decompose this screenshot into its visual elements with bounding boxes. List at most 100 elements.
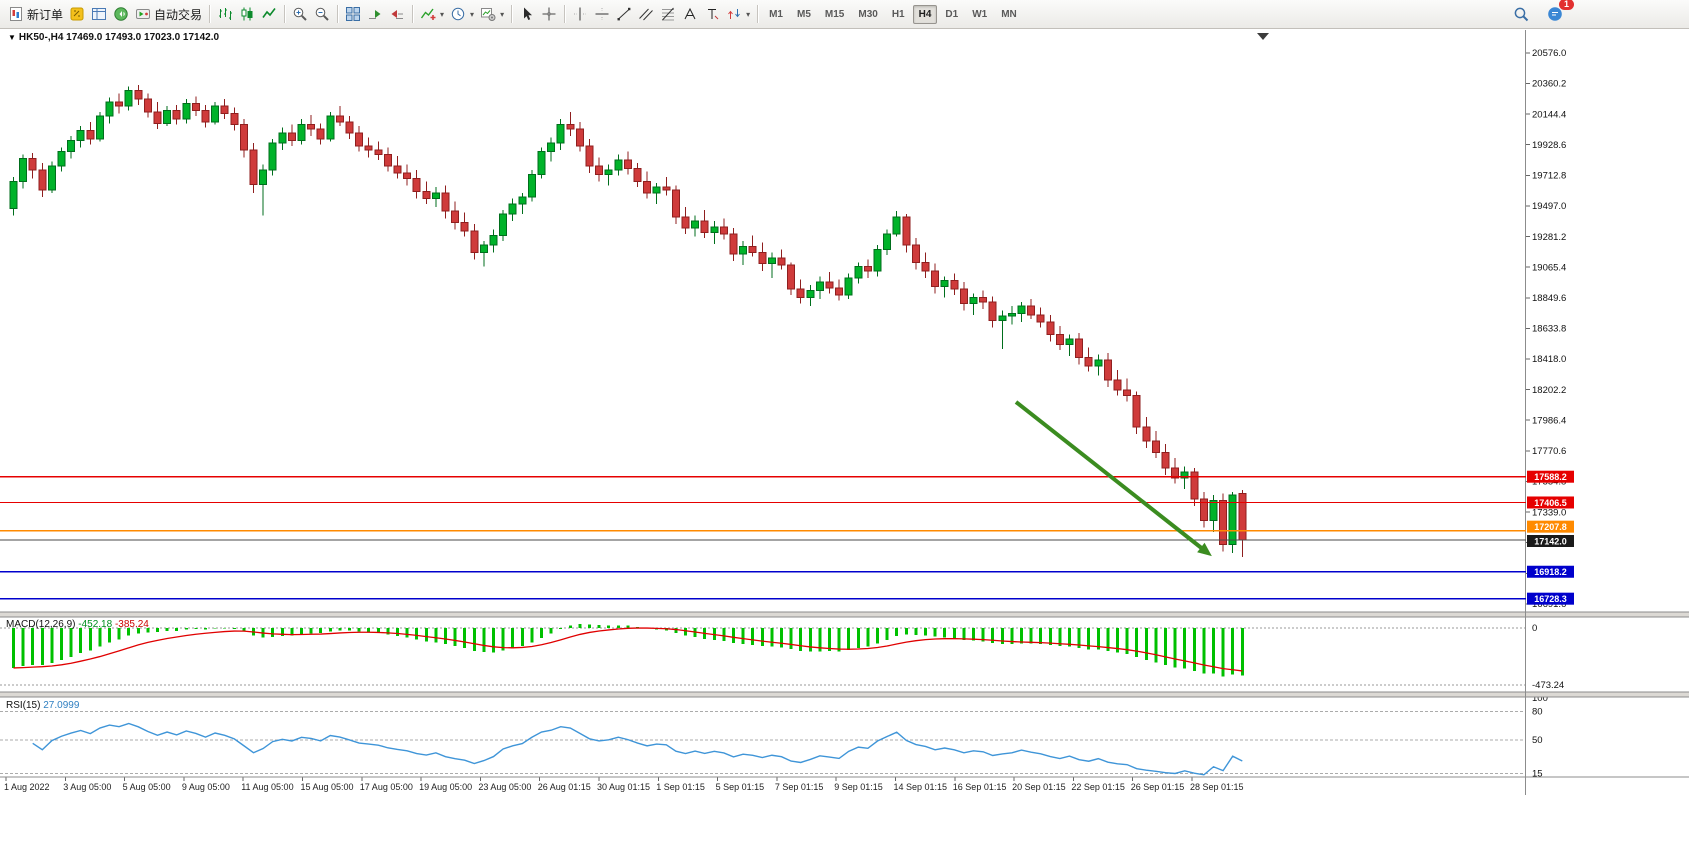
crosshair-icon: [542, 7, 556, 21]
candle: [1171, 467, 1180, 479]
candle: [902, 216, 911, 246]
candles: [9, 84, 1247, 557]
candle: [278, 132, 287, 144]
candle: [873, 249, 882, 272]
new-order-icon: [10, 7, 22, 21]
svg-text:18849.6: 18849.6: [1532, 293, 1566, 304]
channel-button[interactable]: [635, 4, 657, 24]
timeframe-h1-button[interactable]: H1: [891, 8, 905, 20]
data-window-button[interactable]: [88, 4, 110, 24]
macd-label: MACD(12,26,9) -452.18 -385.24: [6, 619, 149, 630]
metaeditor-icon: [70, 7, 84, 21]
templates-button[interactable]: ▾: [477, 4, 507, 24]
search-button[interactable]: [1510, 4, 1532, 24]
candle: [1027, 305, 1036, 316]
indicators-button[interactable]: ▾: [417, 4, 447, 24]
sounds-button[interactable]: [110, 4, 132, 24]
candle: [441, 192, 450, 212]
candle: [547, 142, 556, 153]
tile-windows-button[interactable]: [342, 4, 364, 24]
metaeditor-button[interactable]: [66, 4, 88, 24]
svg-text:9 Sep 01:15: 9 Sep 01:15: [834, 782, 883, 792]
candle: [182, 102, 191, 120]
timeframe-d1-button[interactable]: D1: [945, 8, 959, 20]
candle: [115, 101, 124, 107]
candle: [595, 165, 604, 175]
svg-text:19 Aug 05:00: 19 Aug 05:00: [419, 782, 472, 792]
svg-text:17 Aug 05:00: 17 Aug 05:00: [360, 782, 413, 792]
line-chart-button[interactable]: [258, 4, 280, 24]
candle: [1180, 471, 1189, 479]
candle: [259, 169, 268, 185]
pane-separator[interactable]: [0, 612, 1689, 617]
new-order-label: 新订单: [27, 7, 64, 22]
timeframe-m1-button[interactable]: M1: [769, 8, 783, 20]
candle: [1132, 395, 1141, 428]
indicators-icon: [420, 8, 436, 20]
candle: [854, 266, 863, 279]
autotrading-button[interactable]: 自动交易: [132, 4, 205, 25]
tile-windows-icon: [346, 7, 361, 21]
timeframe-w1-button[interactable]: W1: [972, 8, 988, 20]
crosshair-button[interactable]: [538, 4, 560, 24]
auto-scroll-button[interactable]: [364, 4, 386, 24]
zoom-out-button[interactable]: [311, 4, 333, 24]
arrows-button[interactable]: ▾: [723, 4, 753, 24]
autotrading-label: 自动交易: [154, 7, 203, 22]
candle: [422, 190, 431, 199]
periods-icon: [451, 7, 465, 21]
trendline-button[interactable]: [613, 4, 635, 24]
candle-chart-button[interactable]: [236, 4, 258, 24]
toolbar-separator: [757, 5, 759, 23]
timeframe-m15-button[interactable]: M15: [824, 8, 845, 20]
pane-separator[interactable]: [0, 692, 1689, 697]
ohlc-text: HK50-,H4 17469.0 17493.0 17023.0 17142.0: [18, 32, 220, 43]
horizontal-line-button[interactable]: [591, 4, 613, 24]
svg-text:9 Aug 05:00: 9 Aug 05:00: [182, 782, 230, 792]
candle: [787, 264, 796, 290]
chart-shift-button[interactable]: [386, 4, 408, 24]
cursor-button[interactable]: [516, 4, 538, 24]
svg-text:26 Aug 01:15: 26 Aug 01:15: [538, 782, 591, 792]
periods-button[interactable]: ▾: [447, 4, 477, 24]
fibonacci-button[interactable]: [657, 4, 679, 24]
data-window-icon: [92, 8, 107, 20]
candle: [767, 257, 776, 265]
timeframe-mn-button[interactable]: MN: [1001, 8, 1017, 20]
candle: [614, 159, 623, 171]
svg-text:19928.6: 19928.6: [1532, 140, 1566, 151]
chart-canvas[interactable]: 20576.0 20360.2 20144.4 19928.6 19712.8 19497…: [0, 30, 1689, 795]
trendline-icon: [617, 7, 631, 21]
text-button[interactable]: [679, 4, 701, 24]
candle: [998, 315, 1007, 321]
notifications-button[interactable]: 1: [1544, 0, 1574, 24]
svg-text:17588.2: 17588.2: [1534, 472, 1567, 482]
candle: [479, 244, 488, 253]
trend-arrow[interactable]: [1014, 400, 1206, 552]
svg-text:5 Aug 05:00: 5 Aug 05:00: [123, 782, 171, 792]
chart-shift-marker-icon[interactable]: [1257, 33, 1269, 40]
bar-chart-button[interactable]: [214, 4, 236, 24]
candle: [287, 132, 296, 141]
candle: [403, 172, 412, 180]
new-order-button[interactable]: 新订单: [5, 4, 66, 25]
timeframe-m5-button[interactable]: M5: [797, 8, 811, 20]
timeframe-m30-button[interactable]: M30: [858, 8, 878, 20]
candle: [1046, 321, 1055, 336]
zoom-in-button[interactable]: [289, 4, 311, 24]
candle: [67, 139, 76, 153]
candle: [1209, 500, 1218, 521]
collapse-triangle-icon[interactable]: ▼: [8, 33, 16, 42]
candle-chart-icon: [241, 7, 253, 21]
svg-text:20 Sep 01:15: 20 Sep 01:15: [1012, 782, 1066, 792]
svg-text:50: 50: [1532, 735, 1543, 746]
candle: [239, 124, 248, 151]
timeframe-h4-button[interactable]: H4: [912, 4, 938, 24]
candle: [364, 145, 373, 151]
candle: [86, 129, 95, 140]
arrows-icon: [728, 9, 740, 19]
candle: [220, 105, 229, 114]
text-label-button[interactable]: [701, 4, 723, 24]
dropdown-caret-icon: ▾: [746, 9, 751, 19]
vertical-line-button[interactable]: [569, 4, 591, 24]
